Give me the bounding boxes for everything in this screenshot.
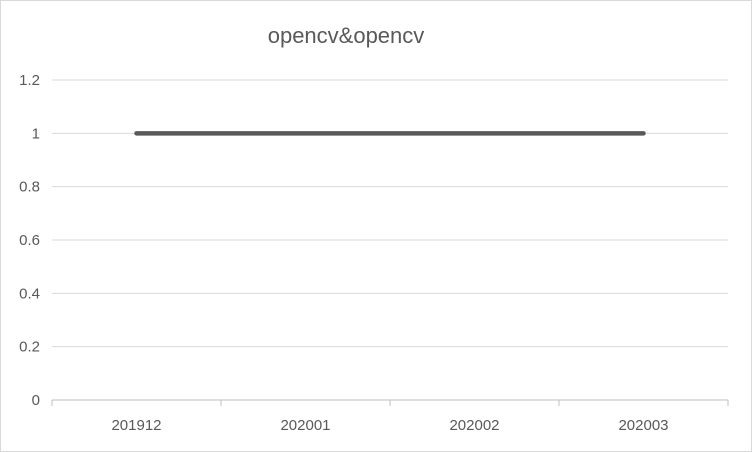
y-tick-label: 0.6 (19, 232, 40, 249)
y-tick-label: 1.2 (19, 72, 40, 89)
y-tick-label: 0 (32, 392, 40, 409)
y-tick-label: 1 (32, 125, 40, 142)
y-tick-label: 0.4 (19, 285, 40, 302)
chart-title: opencv&opencv (267, 23, 425, 48)
y-tick-label: 0.2 (19, 339, 40, 356)
y-tick-label: 0.8 (19, 179, 40, 196)
x-tick-label: 202003 (618, 417, 668, 434)
x-tick-label: 202002 (449, 417, 499, 434)
x-tick-label: 201912 (111, 417, 161, 434)
x-tick-label: 202001 (280, 417, 330, 434)
